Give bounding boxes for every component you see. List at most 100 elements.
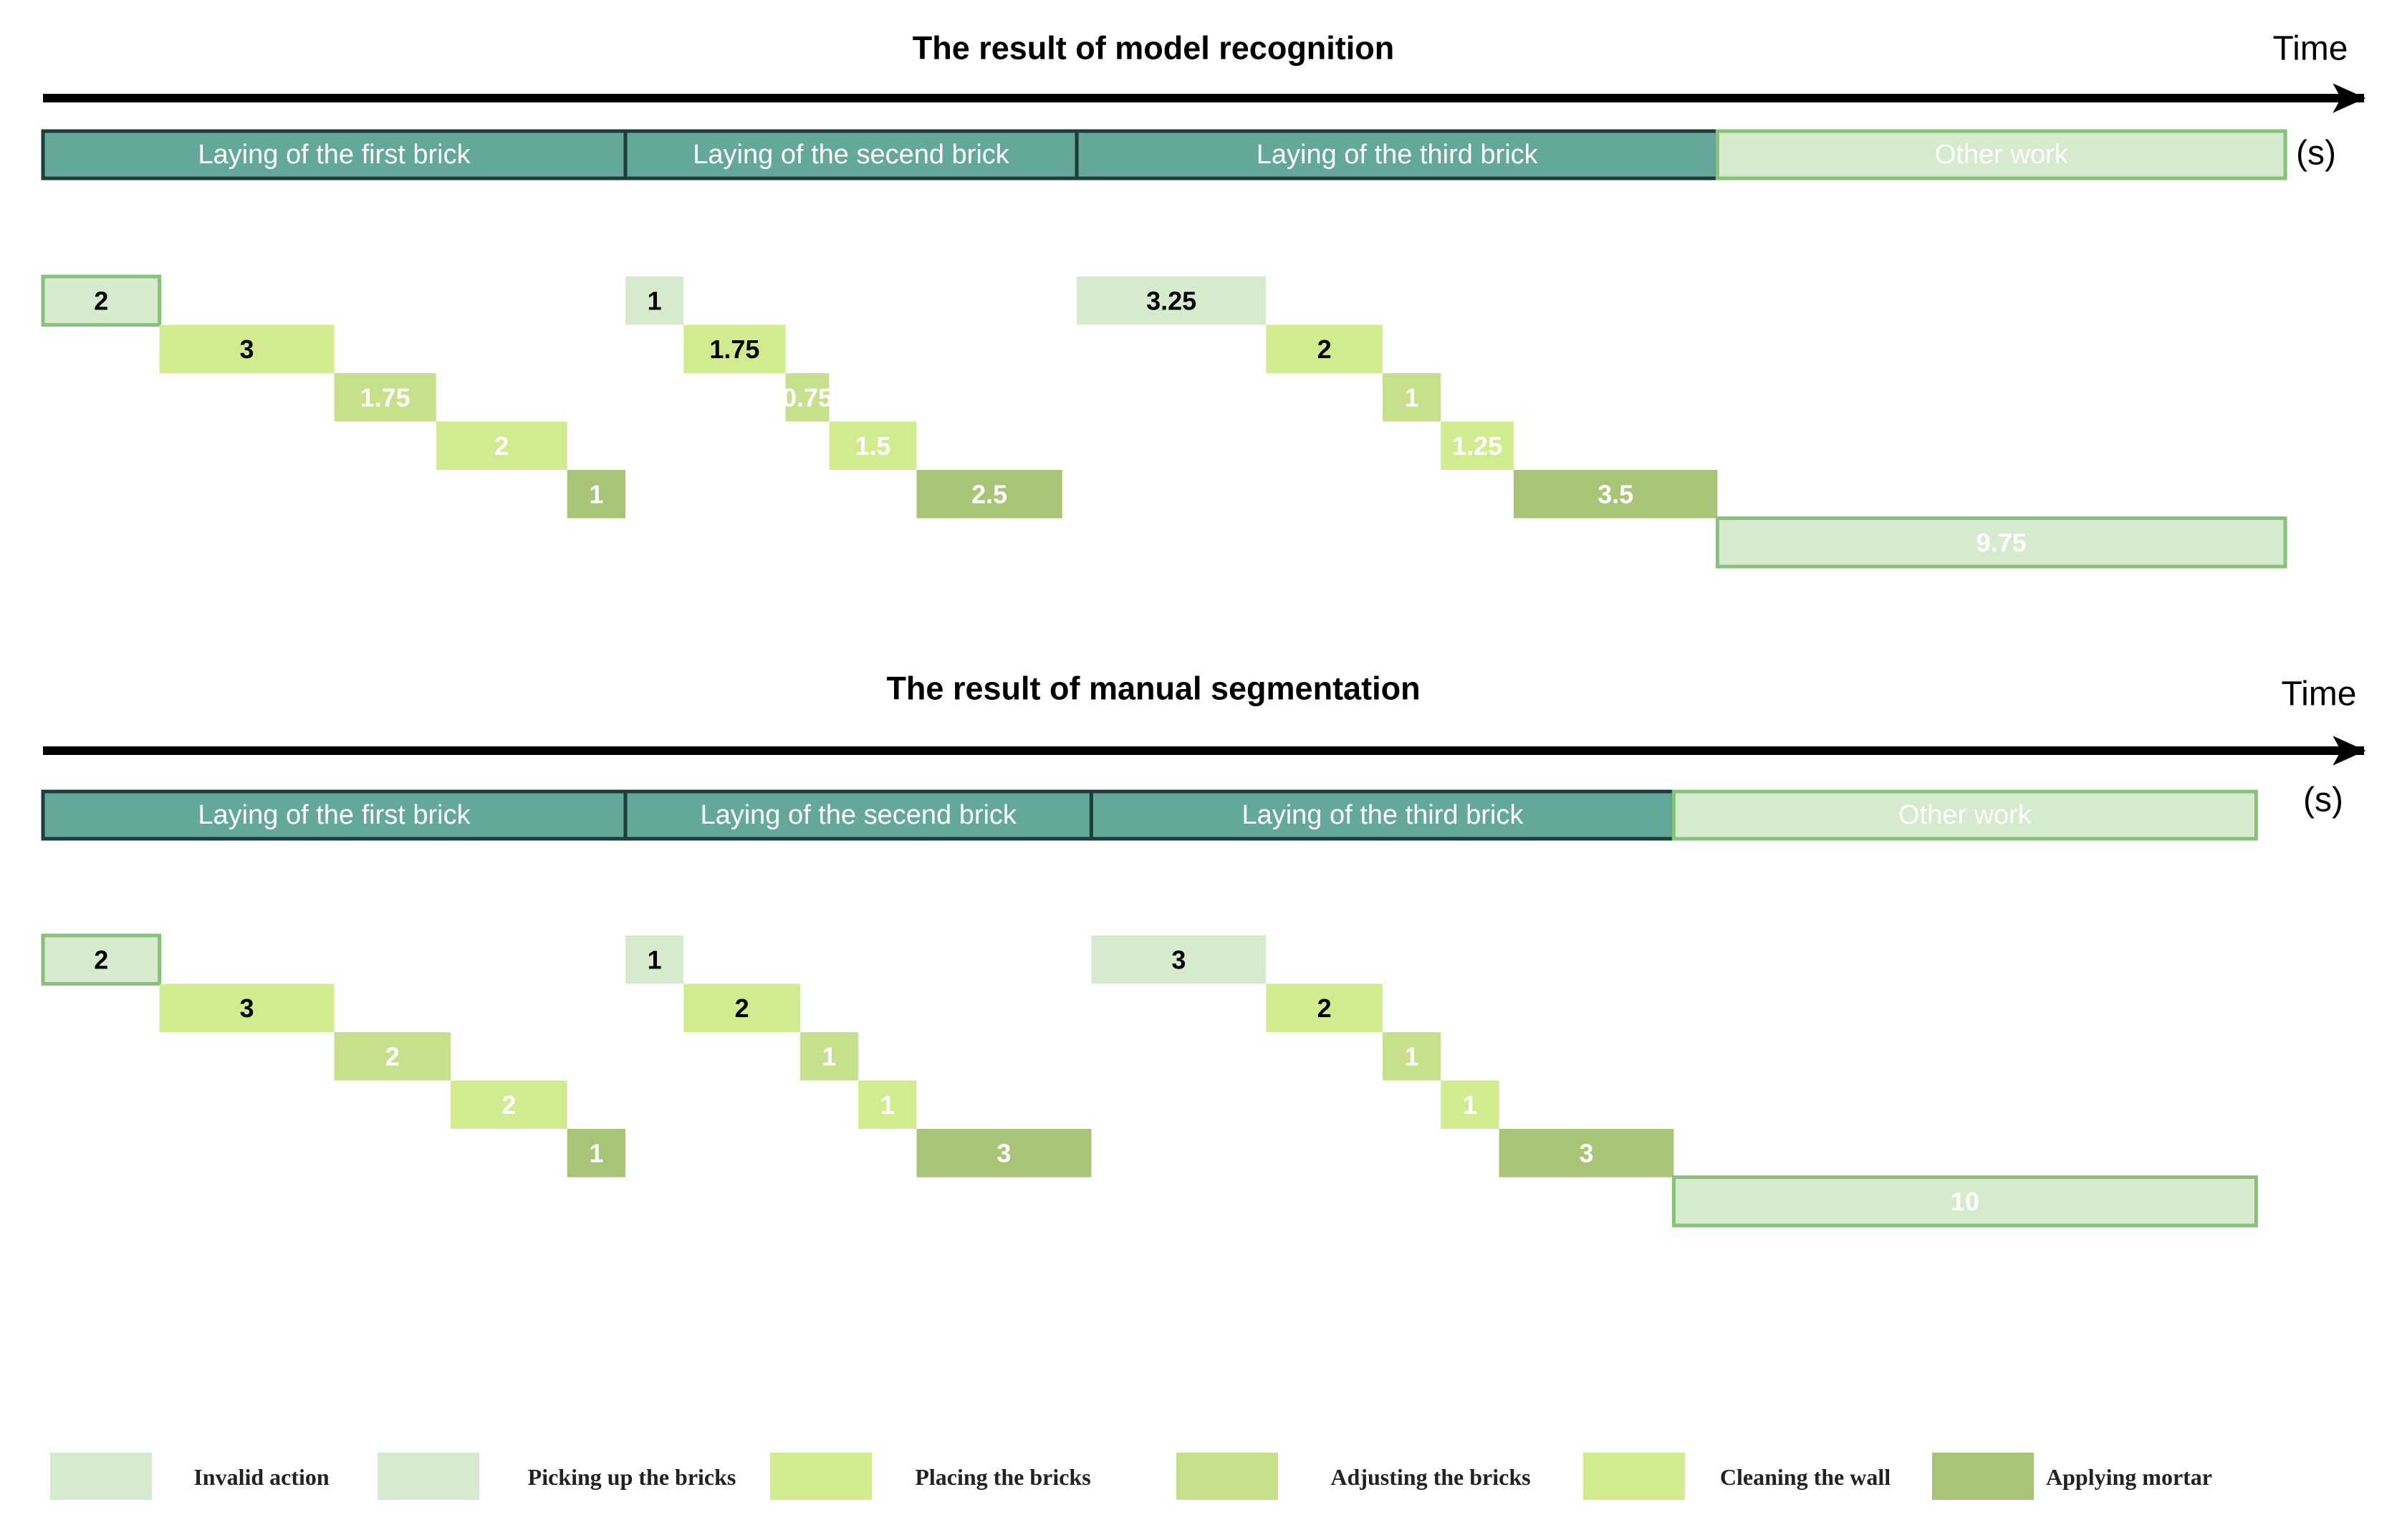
segment-value: 2	[494, 431, 509, 461]
legend-label: Applying mortar	[2046, 1464, 2212, 1490]
legend-label: Invalid action	[193, 1464, 330, 1490]
segment-value: 2.5	[971, 479, 1007, 509]
phase-label: Laying of the secend brick	[700, 800, 1017, 830]
segment-value: 0.75	[782, 382, 832, 412]
segment-picking-up	[1077, 276, 1267, 325]
segment-placing	[683, 324, 786, 373]
segment-value: 1	[589, 479, 603, 509]
segment-adjusting	[334, 373, 436, 422]
segment-placing	[1266, 324, 1383, 373]
legend-swatch-placing	[770, 1453, 872, 1500]
segment-value: 3	[1171, 945, 1186, 974]
unit-label: (s)	[2303, 781, 2343, 819]
segment-mortar	[1499, 1129, 1674, 1178]
segment-mortar	[1513, 470, 1718, 519]
segment-other-work	[1715, 516, 2287, 569]
segment-mortar	[916, 470, 1062, 519]
segment-value: 3	[240, 993, 254, 1023]
segment-invalid-action	[41, 933, 162, 986]
legend: Invalid action Picking up the bricks Placi…	[50, 1453, 2212, 1500]
segment-other-work	[1671, 1175, 2258, 1228]
segment-picking-up	[1091, 935, 1267, 984]
panel-model: The result of model recognition Time (s) La…	[41, 30, 2366, 569]
segment-mortar	[567, 1129, 625, 1178]
segment-placing	[159, 324, 335, 373]
phase-label: Laying of the secend brick	[693, 140, 1009, 170]
segment-invalid-action	[41, 274, 162, 327]
phase-label: Laying of the third brick	[1241, 800, 1524, 830]
segment-adjusting	[1382, 1032, 1441, 1081]
segment-adjusting	[799, 1032, 859, 1081]
phase-bar-other-work	[1671, 789, 2258, 841]
panel-manual: The result of manual segmentation Time (s)…	[41, 670, 2366, 1228]
segment-value: 2	[735, 993, 749, 1023]
segment-cleaning	[451, 1080, 567, 1129]
segment-mortar	[916, 1129, 1092, 1178]
segment-value: 1	[1463, 1090, 1477, 1120]
phase-bar-brick-3	[1075, 129, 1719, 181]
segment-mortar	[567, 470, 625, 519]
segment-placing	[1266, 983, 1383, 1032]
segment-value: 1	[880, 1090, 895, 1120]
panel-title: The result of manual segmentation	[886, 670, 1420, 707]
segment-value: 3	[996, 1138, 1011, 1168]
segment-picking-up	[625, 935, 684, 984]
legend-label: Cleaning the wall	[1720, 1464, 1891, 1490]
segment-value: 1	[822, 1041, 837, 1071]
segment-cleaning	[436, 421, 567, 470]
phase-bar-brick-2	[623, 129, 1079, 181]
unit-label: (s)	[2296, 135, 2336, 173]
segment-value: 1.75	[709, 335, 759, 364]
phase-label: Laying of the first brick	[198, 800, 471, 830]
segment-picking-up	[625, 276, 684, 325]
segment-value: 2	[94, 945, 108, 974]
segment-cleaning	[1441, 421, 1514, 470]
segment-value: 2	[501, 1090, 516, 1120]
segment-value: 1	[648, 286, 662, 315]
legend-swatch-mortar	[1932, 1453, 2034, 1500]
segment-value: 3.25	[1146, 286, 1196, 315]
segment-cleaning	[858, 1080, 917, 1129]
segment-value: 3	[240, 335, 254, 364]
segment-value: 1	[1405, 1041, 1419, 1071]
segment-cleaning	[1441, 1080, 1499, 1129]
segment-value: 9.75	[1976, 528, 2027, 557]
segment-adjusting	[1382, 373, 1441, 422]
segment-value: 1.25	[1452, 431, 1502, 461]
legend-swatch-adjusting	[1176, 1453, 1278, 1500]
segment-value: 1	[648, 945, 662, 974]
phase-label: Laying of the third brick	[1257, 140, 1539, 170]
legend-label: Picking up the bricks	[528, 1464, 736, 1490]
legend-swatch-invalid-action	[50, 1453, 152, 1500]
legend-swatch-cleaning	[1583, 1453, 1685, 1500]
segment-value: 1.5	[855, 431, 891, 461]
segment-value: 2	[1317, 993, 1332, 1023]
segment-value: 1.75	[360, 382, 410, 412]
segment-value: 2	[385, 1041, 400, 1071]
phase-bar-brick-3	[1089, 789, 1676, 841]
legend-label: Placing the bricks	[915, 1464, 1090, 1490]
panel-title: The result of model recognition	[913, 30, 1395, 67]
segment-adjusting	[334, 1032, 451, 1081]
segment-value: 2	[1317, 335, 1332, 364]
phase-label: Laying of the first brick	[198, 140, 471, 170]
segment-value: 10	[1951, 1187, 1979, 1216]
phase-bar-brick-1	[41, 789, 628, 841]
phase-bar-other-work	[1715, 129, 2287, 181]
segment-placing	[159, 983, 335, 1032]
time-label: Time	[2282, 675, 2357, 713]
segment-value: 2	[94, 286, 108, 315]
time-label: Time	[2273, 30, 2348, 68]
phase-label: Other work	[1898, 800, 2032, 830]
segment-value: 3	[1579, 1138, 1593, 1168]
segment-cleaning	[829, 421, 917, 470]
segment-value: 3.5	[1598, 479, 1633, 509]
legend-label: Adjusting the bricks	[1330, 1464, 1530, 1490]
segment-adjusting	[785, 373, 830, 422]
segment-value: 1	[1405, 382, 1419, 412]
phase-label: Other work	[1935, 140, 2069, 170]
segment-placing	[683, 983, 800, 1032]
segment-value: 1	[589, 1138, 603, 1168]
legend-swatch-picking-up	[378, 1453, 479, 1500]
